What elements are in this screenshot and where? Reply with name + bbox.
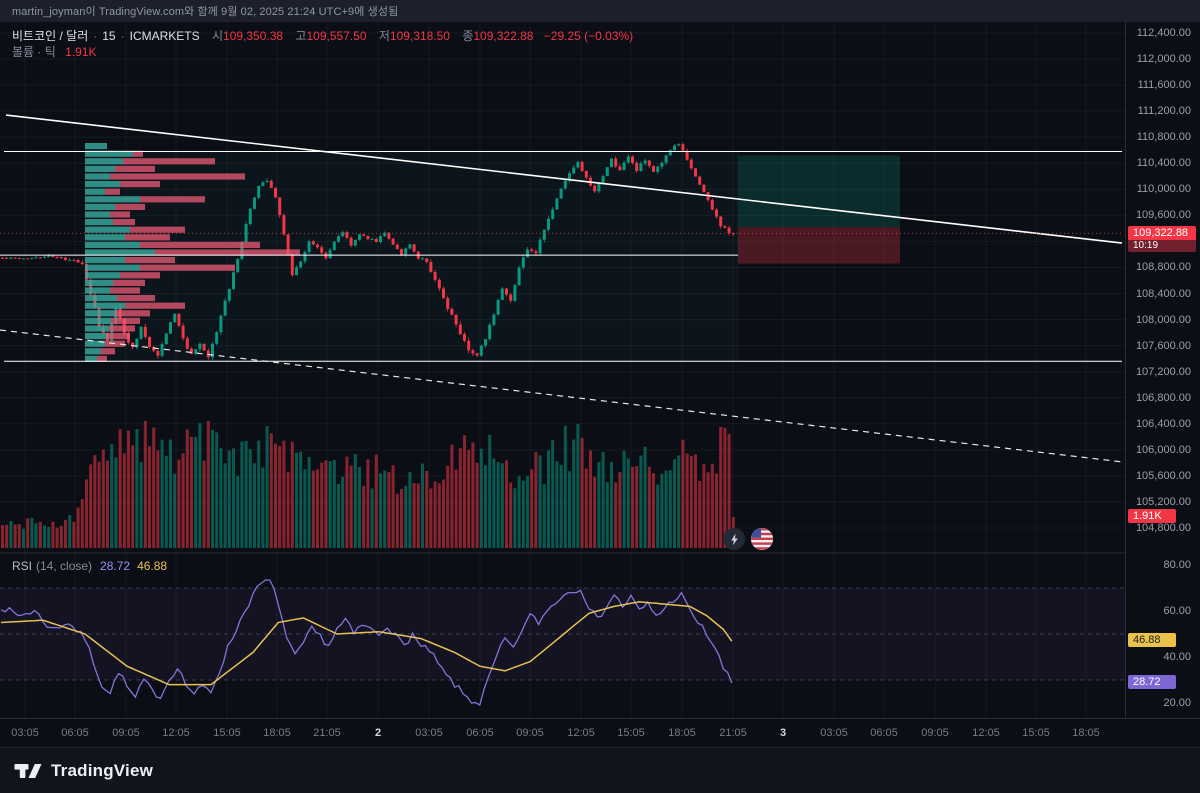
rsi-value: 28.72: [100, 559, 131, 573]
price-scale[interactable]: 109,322.88 10:19 1.91K 46.88 28.72 104,8…: [1125, 22, 1200, 718]
rsi-tick: 20.00: [1163, 697, 1191, 709]
interval-value[interactable]: 15: [102, 29, 116, 43]
time-tick: 15:05: [617, 727, 645, 739]
rsi-tick: 60.00: [1163, 605, 1191, 617]
rsi-params: (14, close): [36, 559, 93, 573]
symbol-title[interactable]: 비트코인 / 달러: [12, 29, 89, 43]
tradingview-icon: [14, 763, 42, 778]
rsi-badge: 28.72: [1128, 674, 1176, 689]
time-tick: 18:05: [1072, 727, 1100, 739]
time-tick-day: 2: [374, 727, 382, 739]
lightning-icon: [730, 533, 738, 545]
rsi-ma-badge: 46.88: [1128, 633, 1176, 648]
price-tick: 112,000.00: [1136, 53, 1191, 66]
price-tick: 108,400.00: [1135, 287, 1191, 300]
rsi-line: [0, 579, 733, 706]
volume-layer: [1, 421, 735, 548]
last-price-value: 109,322.88: [1128, 226, 1196, 241]
low-label: 저: [378, 29, 390, 43]
time-tick: 15:05: [1022, 727, 1050, 739]
stop-zone-box[interactable]: [738, 227, 900, 264]
open-value: 109,350.38: [223, 29, 284, 43]
chart-area[interactable]: 비트코인 / 달러 · 15 · ICMARKETS 시109,350.38 고109,…: [0, 22, 1200, 747]
tradingview-wordmark: TradingView: [51, 760, 154, 780]
price-tick: 104,800.00: [1135, 522, 1191, 534]
rsi-legend[interactable]: RSI (14, close) 28.72 46.88: [12, 559, 167, 573]
volume-indicator-label[interactable]: 볼륨 · 틱: [12, 45, 56, 59]
price-tick: 109,600.00: [1135, 209, 1191, 222]
last-price-badge: 109,322.88 10:19: [1128, 226, 1196, 253]
time-tick: 09:05: [112, 727, 140, 739]
price-tick: 105,200.00: [1135, 495, 1191, 508]
price-tick: 108,800.00: [1135, 261, 1191, 274]
volume-badge: 1.91K: [1128, 509, 1176, 524]
descending-trendline: [5, 114, 1123, 244]
price-tick: 110,000.00: [1136, 183, 1191, 196]
close-label: 종: [462, 29, 474, 43]
price-tick: 111,600.00: [1137, 79, 1191, 92]
candles-layer: [1, 142, 735, 360]
pane-buttons: [723, 528, 773, 550]
open-label: 시: [211, 29, 224, 43]
change-value: −29.25 (−0.03%): [543, 29, 634, 43]
us-flag-icon: [751, 528, 773, 550]
attribution-text: martin_joyman이 TradingView.com와 함께 9월 02…: [12, 6, 399, 18]
rsi-tick: 40.00: [1163, 651, 1191, 663]
dashed-trendline: [0, 329, 1123, 463]
us-flag-button[interactable]: [751, 528, 773, 550]
price-tick: 105,600.00: [1135, 469, 1191, 482]
rsi-tick: 80.00: [1163, 559, 1191, 571]
drawings-layer[interactable]: [0, 114, 1123, 463]
symbol-legend[interactable]: 비트코인 / 달러 · 15 · ICMARKETS 시109,350.38 고109,…: [12, 28, 633, 60]
time-tick: 09:05: [921, 727, 949, 739]
close-value: 109,322.88: [473, 29, 534, 43]
time-tick-day: 3: [779, 727, 787, 739]
attribution-bar: martin_joyman이 TradingView.com와 함께 9월 02…: [0, 0, 1200, 22]
separator: ·: [120, 29, 125, 43]
tradingview-logo[interactable]: TradingView: [14, 757, 153, 785]
bar-countdown: 10:19: [1128, 240, 1196, 253]
price-tick: 107,200.00: [1135, 365, 1191, 378]
time-tick: 15:05: [213, 727, 241, 739]
rsi-title[interactable]: RSI: [12, 559, 33, 573]
time-tick: 21:05: [313, 727, 341, 739]
price-tick: 106,000.00: [1135, 443, 1191, 456]
price-tick: 110,800.00: [1136, 131, 1191, 144]
price-tick: 110,400.00: [1136, 157, 1191, 170]
time-tick: 09:05: [516, 727, 544, 739]
time-tick: 18:05: [263, 727, 291, 739]
time-tick: 03:05: [820, 727, 848, 739]
long-zone-box[interactable]: [738, 155, 900, 228]
volume-profile: [85, 143, 300, 362]
high-label: 고: [295, 29, 307, 43]
rsi-ma-line: [0, 601, 733, 686]
time-tick: 03:05: [11, 727, 39, 739]
high-value: 109,557.50: [306, 29, 367, 43]
time-tick: 06:05: [61, 727, 89, 739]
time-tick: 21:05: [719, 727, 747, 739]
main-chart[interactable]: [0, 22, 1125, 718]
instant-trading-button[interactable]: [723, 528, 745, 550]
time-tick: 03:05: [415, 727, 443, 739]
time-tick: 12:05: [567, 727, 595, 739]
price-tick: 111,200.00: [1137, 105, 1191, 118]
footer-bar: TradingView: [0, 747, 1200, 793]
low-value: 109,318.50: [389, 29, 450, 43]
time-tick: 06:05: [466, 727, 494, 739]
price-tick: 106,800.00: [1135, 391, 1191, 404]
time-tick: 06:05: [870, 727, 898, 739]
time-tick: 12:05: [162, 727, 190, 739]
exchange-name: ICMARKETS: [129, 29, 200, 43]
price-tick: 107,600.00: [1135, 339, 1191, 352]
rsi-ma-value: 46.88: [137, 559, 168, 573]
separator: ·: [93, 29, 98, 43]
volume-indicator-value: 1.91K: [65, 45, 97, 59]
price-tick: 112,400.00: [1136, 27, 1191, 39]
time-tick: 12:05: [972, 727, 1000, 739]
price-tick: 108,000.00: [1135, 313, 1191, 326]
price-tick: 106,400.00: [1135, 417, 1191, 430]
time-tick: 18:05: [668, 727, 696, 739]
time-scale[interactable]: 03:05 06:05 09:05 12:05 15:05 18:05 21:05 2 03:0…: [0, 718, 1200, 747]
